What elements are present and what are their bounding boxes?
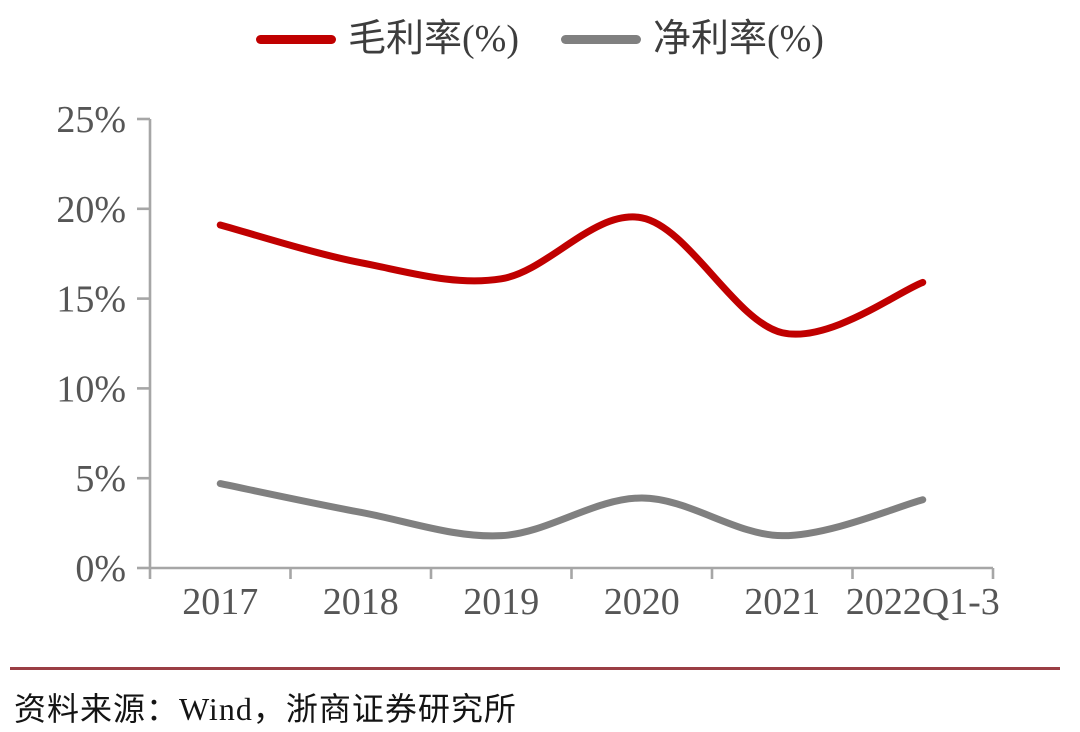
chart-legend: 毛利率(%) 净利率(%)	[0, 20, 1080, 58]
x-tick-label: 2018	[323, 581, 399, 623]
legend-line-swatch-gross-margin	[256, 34, 337, 44]
legend-label-gross-margin: 毛利率(%)	[348, 18, 519, 60]
legend-item-net-margin: 净利率(%)	[561, 20, 824, 58]
y-tick-label: 0%	[75, 548, 126, 590]
x-tick-label: 2017	[182, 581, 258, 623]
source-note: 资料来源：Wind，浙商证券研究所	[14, 691, 517, 727]
y-tick-label: 15%	[56, 279, 126, 321]
footer-divider	[10, 667, 1060, 670]
series-line-net-margin	[216, 480, 927, 540]
legend-label-net-margin: 净利率(%)	[653, 18, 824, 60]
x-tick-label: 2021	[744, 581, 820, 623]
series-line-gross-margin	[216, 213, 927, 338]
x-tick-label: 2019	[463, 581, 539, 623]
y-tick-label: 25%	[56, 99, 126, 141]
legend-line-swatch-net-margin	[561, 34, 641, 44]
y-tick-label: 20%	[56, 189, 126, 231]
x-tick-label: 2022Q1-3	[846, 581, 1000, 623]
y-tick-label: 10%	[56, 368, 126, 410]
x-tick-label: 2020	[604, 581, 680, 623]
y-tick-label: 5%	[75, 458, 126, 500]
legend-item-gross-margin: 毛利率(%)	[256, 20, 519, 58]
line-chart: 0% 5% 10% 15% 20% 25% 2017 2018 2019 2020 2021 2022…	[56, 99, 1000, 623]
